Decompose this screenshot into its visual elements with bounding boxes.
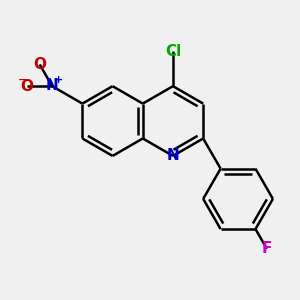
Text: O: O [33,57,46,72]
Text: N: N [46,78,58,93]
Text: O: O [21,79,34,94]
Text: N: N [167,148,179,164]
Text: Cl: Cl [165,44,181,59]
Text: F: F [262,241,272,256]
Text: +: + [53,75,63,85]
Text: −: − [18,75,27,85]
